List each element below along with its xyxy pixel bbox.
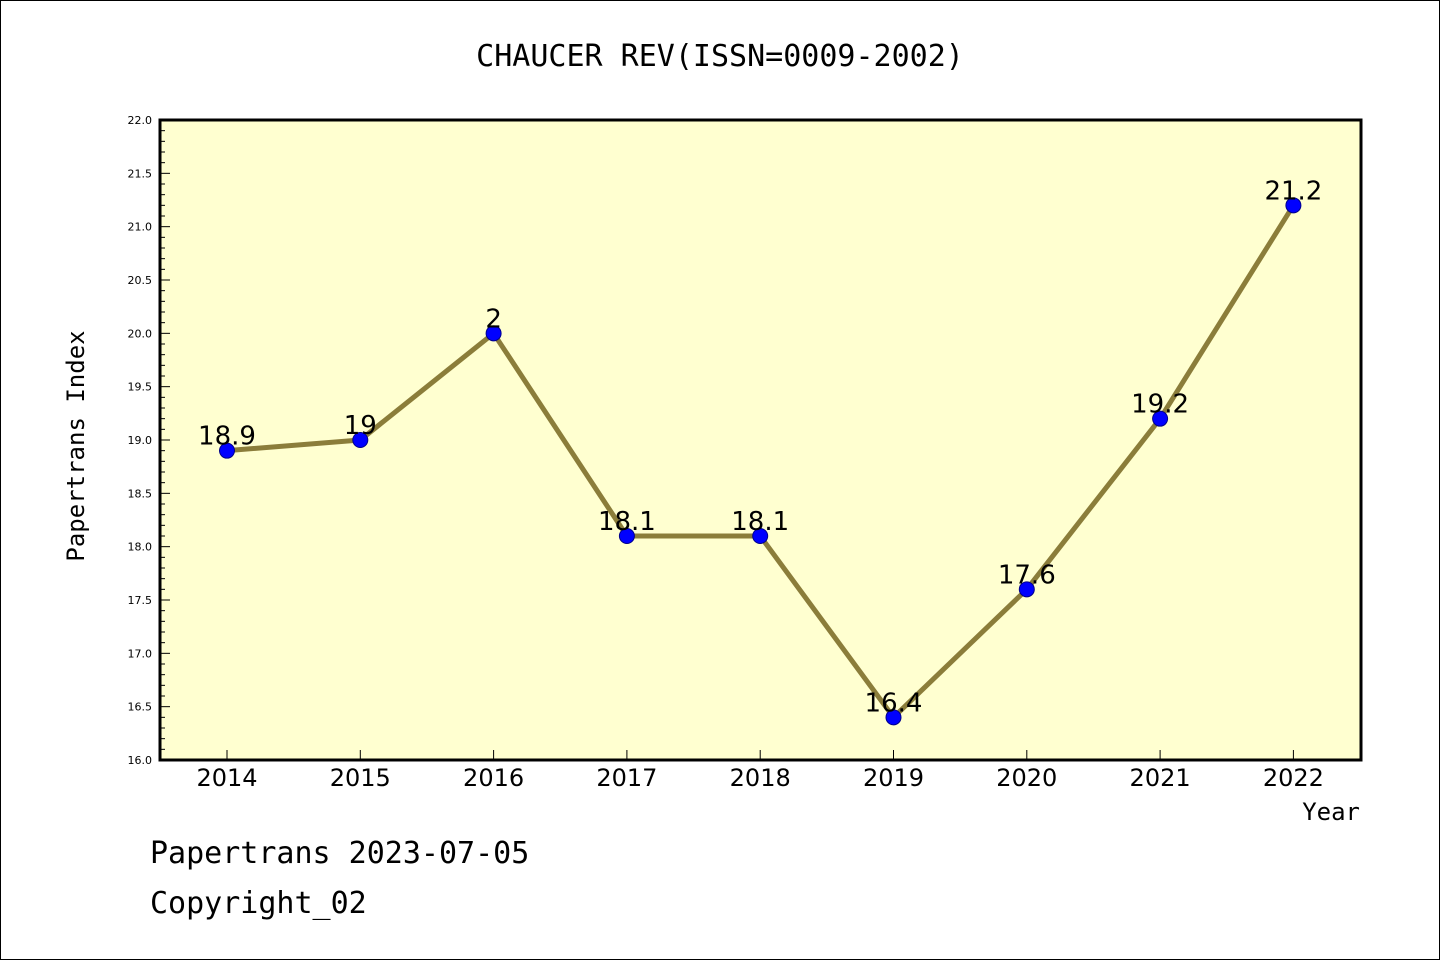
y-tick-label: 19.0: [128, 434, 153, 447]
y-tick-label: 21.0: [128, 221, 153, 234]
data-point: [352, 432, 369, 448]
x-tick-label: 2019: [863, 764, 924, 792]
y-tick-label: 21.5: [128, 167, 153, 180]
y-tick-label: 16.5: [128, 701, 153, 714]
chart-title: CHAUCER REV(ISSN=0009-2002): [476, 39, 964, 74]
data-point: [752, 528, 769, 544]
data-point: [885, 709, 902, 726]
data-point: [1152, 410, 1169, 427]
y-tick-label: 19.5: [128, 381, 153, 394]
x-axis-label: Year: [1302, 798, 1360, 826]
y-tick-label: 17.0: [128, 647, 153, 660]
x-tick-label: 2014: [196, 764, 257, 792]
y-tick-label: 16.0: [128, 754, 153, 767]
data-label: 18.1: [598, 507, 656, 537]
data-label: 21.2: [1264, 176, 1322, 206]
y-tick-label: 18.0: [128, 541, 153, 554]
x-tick-label: 2015: [330, 764, 391, 792]
series: 18.9 19 2 18.1 18.1 16.4 17.6 19.2 21.2: [198, 176, 1322, 726]
data-label: 2: [485, 304, 502, 334]
footer-date: Papertrans 2023-07-05: [150, 836, 530, 871]
x-tick-label: 2017: [596, 764, 657, 792]
data-point: [219, 442, 235, 459]
data-point: [618, 528, 635, 544]
x-axis: 2014 2015 2016 2017 2018 2019 2020 2021 2022: [196, 750, 1324, 792]
data-label: 16.4: [865, 688, 923, 718]
footer-copyright: Copyright_02: [150, 886, 367, 921]
x-tick-label: 2021: [1130, 764, 1191, 792]
y-tick-label: 20.5: [128, 274, 153, 287]
x-tick-label: 2022: [1263, 764, 1324, 792]
y-axis-label: Papertrans Index: [62, 330, 90, 561]
y-tick-label: 17.5: [128, 594, 153, 607]
plot-border: [158, 118, 1363, 762]
data-label: 18.9: [198, 422, 256, 452]
data-label: 19.2: [1131, 390, 1189, 420]
data-label: 19: [344, 411, 377, 441]
x-tick-label: 2016: [463, 764, 524, 792]
y-tick-label: 18.5: [128, 487, 153, 500]
x-tick-label: 2018: [730, 764, 791, 792]
y-tick-label: 22.0: [128, 114, 153, 127]
data-label: 17.6: [998, 560, 1056, 590]
data-point: [1018, 581, 1035, 598]
x-tick-label: 2020: [996, 764, 1057, 792]
data-point: [485, 325, 502, 342]
y-axis: 16.0 16.5 17.0 17.5 18.0 18.5 19.0 19.5 20.0 20.5…: [128, 114, 170, 767]
data-point: [1285, 197, 1302, 214]
y-tick-label: 20.0: [128, 327, 153, 340]
data-label: 18.1: [731, 507, 789, 537]
